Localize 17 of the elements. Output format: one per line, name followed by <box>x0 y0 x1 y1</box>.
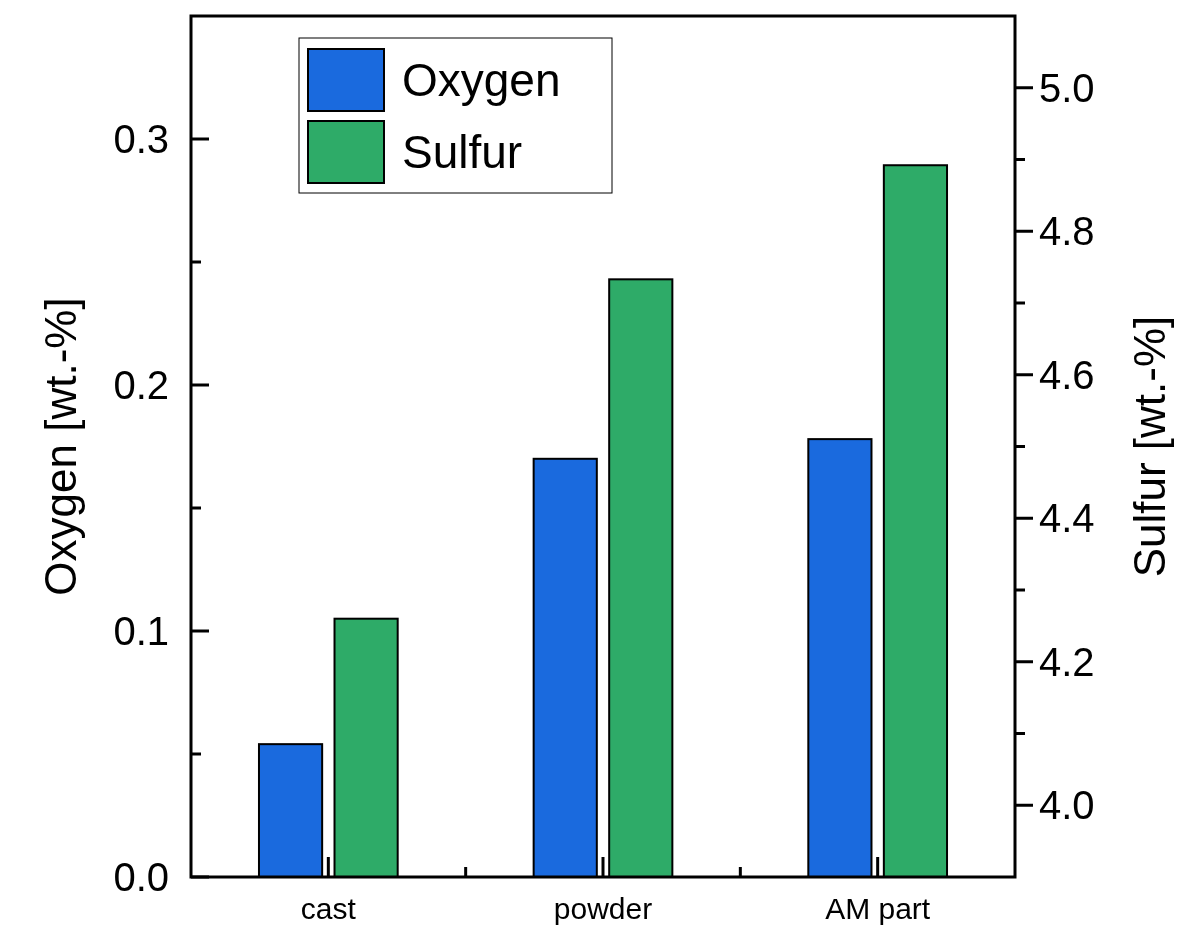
y-tick-label: 0.2 <box>113 363 169 407</box>
y2-tick-label: 4.6 <box>1039 352 1095 397</box>
y2-tick-label: 4.8 <box>1039 209 1095 254</box>
y-tick-label: 0.1 <box>113 609 169 653</box>
x-tick-label: AM part <box>825 892 931 925</box>
x-tick-label: powder <box>553 892 653 925</box>
y-tick-label: 0.0 <box>113 855 169 899</box>
y2-tick-label: 5.0 <box>1039 65 1095 110</box>
legend-label: Oxygen <box>402 54 561 107</box>
y2-axis-title: Sulfur [wt.-%] <box>1125 315 1174 578</box>
y2-tick-label: 4.4 <box>1039 496 1095 541</box>
x-tick-label: cast <box>300 892 357 925</box>
legend-label: Sulfur <box>402 126 523 179</box>
y2-tick-label: 4.2 <box>1039 639 1095 684</box>
y-axis-title: Oxygen [wt.-%] <box>36 297 85 596</box>
y-tick-label: 0.3 <box>113 117 169 161</box>
y2-tick-label: 4.0 <box>1039 783 1095 828</box>
